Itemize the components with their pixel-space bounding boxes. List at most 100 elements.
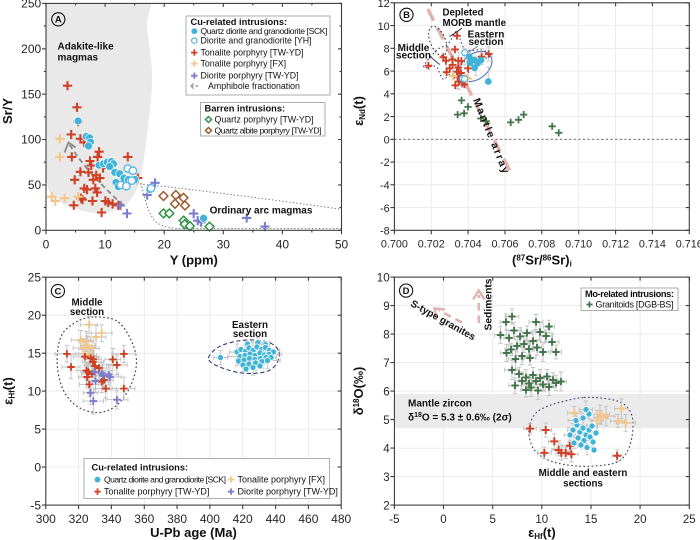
svg-text:Mo-related intrusions:: Mo-related intrusions:: [585, 289, 674, 299]
svg-text:δ18O(‰): δ18O(‰): [351, 367, 366, 416]
svg-text:Middle and eastern: Middle and eastern: [539, 468, 628, 479]
svg-text:20: 20: [28, 308, 42, 322]
svg-text:Middle: Middle: [71, 298, 103, 309]
svg-text:4: 4: [383, 443, 390, 455]
svg-text:150: 150: [21, 87, 41, 101]
svg-text:Quartz albite porphyry [TW-YD]: Quartz albite porphyry [TW-YD]: [215, 126, 322, 136]
svg-text:Depleted: Depleted: [443, 7, 484, 18]
svg-text:Barren intrusions:: Barren intrusions:: [205, 104, 286, 114]
svg-text:0.712: 0.712: [602, 239, 629, 251]
svg-text:Cu-related intrusions:: Cu-related intrusions:: [92, 463, 189, 473]
svg-text:15: 15: [28, 346, 42, 360]
svg-text:Amphibole fractionation: Amphibole fractionation: [208, 81, 300, 91]
svg-text:0.702: 0.702: [418, 239, 445, 251]
svg-text:20: 20: [634, 514, 647, 526]
svg-text:Tonalite porphyry [TW-YD]: Tonalite porphyry [TW-YD]: [104, 487, 209, 497]
svg-text:(87Sr/86Sr)i: (87Sr/86Sr)i: [512, 253, 572, 269]
svg-text:0.710: 0.710: [565, 239, 592, 251]
svg-text:360: 360: [134, 512, 154, 526]
svg-text:magmas: magmas: [58, 53, 99, 64]
svg-text:2: 2: [383, 500, 389, 512]
svg-text:5: 5: [383, 415, 389, 427]
svg-text:section: section: [468, 37, 503, 48]
svg-text:10: 10: [377, 272, 390, 284]
svg-text:3: 3: [383, 472, 389, 484]
svg-text:30: 30: [217, 237, 231, 251]
svg-text:340: 340: [101, 512, 121, 526]
svg-text:-8: -8: [380, 226, 390, 238]
svg-text:40: 40: [276, 237, 290, 251]
svg-text:-4: -4: [380, 180, 390, 192]
svg-text:Adakite-like: Adakite-like: [58, 42, 115, 53]
svg-text:Diorite and granodiorite [YH]: Diorite and granodiorite [YH]: [201, 36, 312, 46]
svg-text:Tonalite porphyry [FX]: Tonalite porphyry [FX]: [238, 475, 326, 485]
svg-text:0: 0: [440, 514, 446, 526]
svg-text:Eastern: Eastern: [232, 320, 268, 331]
svg-text:7: 7: [383, 358, 389, 370]
svg-text:440: 440: [266, 512, 286, 526]
svg-text:380: 380: [167, 512, 187, 526]
svg-text:A: A: [55, 15, 62, 26]
svg-text:0.706: 0.706: [491, 239, 518, 251]
svg-text:250: 250: [21, 0, 41, 11]
svg-text:200: 200: [21, 42, 41, 56]
svg-text:-2: -2: [380, 157, 390, 169]
svg-text:5: 5: [34, 422, 41, 436]
svg-text:Tonalite porphyry [TW-YD]: Tonalite porphyry [TW-YD]: [201, 48, 304, 58]
svg-text:0: 0: [34, 460, 41, 474]
svg-text:12: 12: [378, 0, 390, 10]
svg-text:-6: -6: [380, 203, 390, 215]
svg-text:εHf(t): εHf(t): [1, 377, 17, 405]
svg-text:6: 6: [383, 386, 389, 398]
svg-text:10: 10: [28, 384, 42, 398]
svg-text:50: 50: [28, 178, 42, 192]
svg-text:Y (ppm): Y (ppm): [170, 253, 218, 268]
svg-text:C: C: [54, 286, 61, 297]
svg-text:B: B: [403, 10, 410, 21]
svg-text:400: 400: [200, 512, 220, 526]
svg-text:25: 25: [683, 514, 696, 526]
svg-text:0: 0: [35, 224, 42, 238]
svg-text:0: 0: [384, 135, 390, 147]
svg-text:section: section: [70, 307, 104, 318]
svg-text:420: 420: [233, 512, 253, 526]
svg-text:-5: -5: [30, 498, 41, 512]
svg-text:0.714: 0.714: [639, 239, 666, 251]
svg-text:10: 10: [378, 21, 390, 33]
svg-text:300: 300: [36, 512, 56, 526]
svg-text:Cu-related intrusions:: Cu-related intrusions:: [191, 17, 288, 27]
svg-text:4: 4: [384, 89, 390, 101]
svg-text:0: 0: [43, 237, 50, 251]
svg-text:Quartz diorite and granodiorit: Quartz diorite and granodiorite [SCK]: [104, 475, 226, 485]
svg-text:Quartz diorite and granodiorit: Quartz diorite and granodiorite [SCK]: [201, 26, 328, 36]
svg-text:8: 8: [383, 329, 389, 341]
svg-text:sections: sections: [563, 479, 603, 490]
svg-text:section: section: [233, 329, 267, 340]
svg-text:480: 480: [331, 512, 351, 526]
svg-text:Diorite porphyry [TW-YD]: Diorite porphyry [TW-YD]: [238, 487, 338, 497]
svg-text:U-Pb age (Ma): U-Pb age (Ma): [150, 525, 237, 540]
svg-text:Sr/Y: Sr/Y: [0, 98, 15, 124]
svg-text:20: 20: [158, 237, 172, 251]
svg-text:D: D: [403, 286, 410, 297]
svg-text:10: 10: [535, 514, 548, 526]
svg-text:δ18O = 5.3 ± 0.6‰ (2σ): δ18O = 5.3 ± 0.6‰ (2σ): [408, 412, 512, 424]
svg-text:320: 320: [69, 512, 89, 526]
svg-text:Middle: Middle: [398, 43, 430, 54]
svg-text:Mantle zircon: Mantle zircon: [408, 399, 472, 410]
svg-text:9: 9: [383, 301, 389, 313]
svg-text:0.708: 0.708: [528, 239, 555, 251]
svg-text:10: 10: [98, 237, 112, 251]
svg-text:5: 5: [489, 514, 495, 526]
svg-text:0.716: 0.716: [676, 239, 700, 251]
svg-text:0.700: 0.700: [381, 239, 408, 251]
svg-text:460: 460: [298, 512, 318, 526]
svg-text:-5: -5: [389, 514, 399, 526]
svg-text:8: 8: [384, 44, 390, 56]
svg-text:Ordinary arc magmas: Ordinary arc magmas: [210, 206, 313, 217]
svg-text:Granitoids [DGB-BS]: Granitoids [DGB-BS]: [596, 300, 674, 310]
svg-text:100: 100: [21, 133, 41, 147]
svg-text:Tonalite porphyry [FX]: Tonalite porphyry [FX]: [201, 59, 287, 69]
svg-text:Sediments: Sediments: [484, 278, 495, 330]
svg-text:50: 50: [335, 237, 349, 251]
